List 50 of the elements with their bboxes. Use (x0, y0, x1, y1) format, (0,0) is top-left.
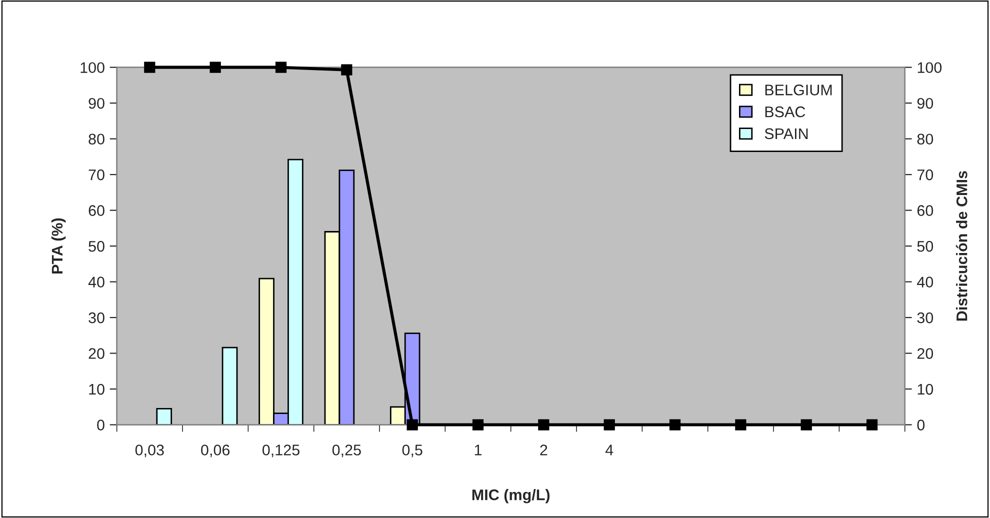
x-tick-label: 0,06 (201, 444, 230, 458)
point (341, 64, 352, 76)
legend-label: BELGIUM (765, 84, 832, 96)
bar (222, 346, 238, 425)
y-tick-label: 70 (88, 169, 104, 180)
point (406, 419, 418, 430)
x-tick-label: 0,125 (262, 444, 300, 458)
point (472, 419, 484, 430)
point (800, 419, 812, 430)
y-tick-label: 50 (88, 240, 104, 252)
point (735, 419, 746, 430)
point (538, 419, 550, 430)
point (604, 419, 615, 430)
legend-label: SPAIN (764, 128, 808, 140)
point (275, 62, 287, 73)
y2-tick-label: 70 (917, 169, 934, 180)
y-tick-label: 30 (88, 312, 104, 324)
x-axis-title: MIC (mg/L) (472, 489, 550, 504)
y-tick-label: 0 (97, 420, 104, 430)
y2-tick-label: 30 (917, 312, 934, 324)
x-tick-label: 1 (474, 444, 482, 456)
y-tick-label: 100 (80, 62, 104, 74)
x-tick-label: 0,03 (135, 444, 164, 458)
y2-tick-label: 10 (918, 384, 934, 395)
y2-tick-label: 60 (917, 205, 934, 216)
y-tick-label: 20 (88, 348, 104, 359)
bar (156, 408, 172, 425)
y2-tick-label: 90 (917, 98, 934, 109)
y-tick-label: 10 (89, 384, 104, 395)
x-tick-label: 0,5 (402, 444, 422, 458)
point (669, 419, 681, 430)
y-tick-label: 40 (88, 276, 104, 288)
legend-label: BSAC (765, 106, 806, 118)
y2-tick-label: 80 (917, 134, 934, 145)
point (144, 62, 156, 73)
y2-axis-title: Districución de CMIs (956, 171, 968, 321)
y2-tick-label: 100 (918, 62, 942, 74)
x-tick-label: 2 (540, 444, 548, 456)
y-tick-label: 90 (88, 98, 104, 109)
y-axis-title: PTA (%) (51, 218, 66, 274)
y2-tick-label: 50 (917, 240, 934, 252)
point (866, 419, 878, 430)
y2-tick-label: 0 (917, 420, 925, 430)
y-tick-label: 80 (88, 134, 104, 145)
x-tick-label: 4 (605, 444, 614, 456)
point (210, 62, 221, 73)
y-tick-label: 60 (88, 205, 104, 216)
y2-tick-label: 20 (917, 348, 934, 359)
x-tick-label: 0,25 (332, 444, 361, 458)
y2-tick-label: 40 (917, 276, 934, 288)
